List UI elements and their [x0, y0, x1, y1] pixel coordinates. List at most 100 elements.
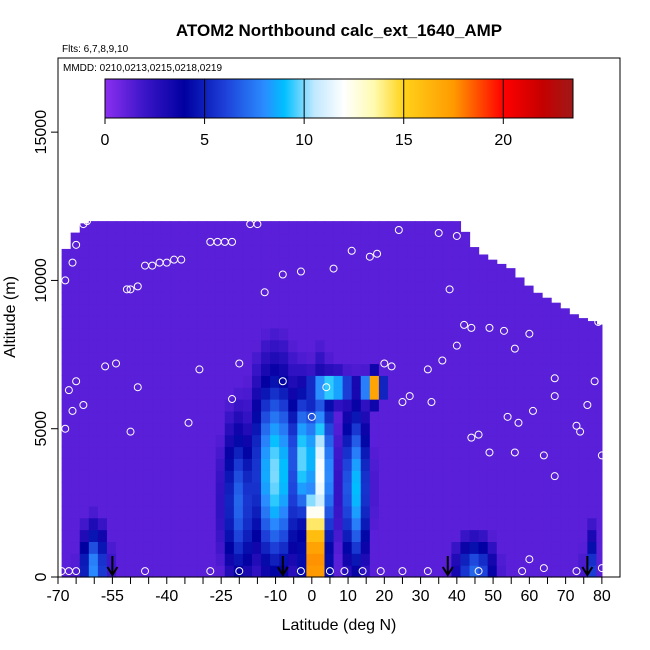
sample-point [260, 288, 269, 297]
heatmap-cell [333, 363, 344, 376]
heatmap-cell [188, 446, 199, 459]
sample-point [235, 359, 244, 368]
heatmap-cell [469, 493, 480, 507]
heatmap-cell [79, 256, 90, 270]
heatmap-cell [397, 375, 407, 388]
heatmap-cell [324, 446, 335, 459]
sample-point [576, 427, 585, 436]
heatmap-cell [578, 482, 588, 495]
heatmap-cell [415, 434, 425, 448]
heatmap-cell [397, 304, 407, 317]
heatmap-cell [315, 565, 326, 578]
heatmap-cell [378, 553, 389, 566]
heatmap-cell [106, 244, 117, 258]
heatmap-cell [297, 529, 307, 543]
heatmap-cell [270, 304, 280, 317]
heatmap-cell [242, 505, 253, 519]
heatmap-cell [415, 482, 425, 495]
heatmap-cell [424, 280, 434, 293]
heatmap-cell [116, 482, 126, 495]
heatmap-cell [360, 470, 371, 483]
heatmap-cell [487, 351, 498, 365]
heatmap-cell [97, 434, 108, 448]
heatmap-cell [215, 327, 226, 341]
heatmap-cell [61, 470, 72, 483]
heatmap-cell [433, 232, 443, 246]
heatmap-cell [578, 517, 588, 531]
heatmap-cell [279, 375, 289, 388]
heatmap-cell [342, 221, 353, 234]
heatmap-cell [79, 268, 90, 282]
heatmap-cell [551, 493, 561, 507]
heatmap-cell [88, 505, 99, 519]
heatmap-cell [242, 256, 253, 270]
heatmap-cell [215, 280, 226, 293]
heatmap-cell [387, 256, 398, 270]
x-tick-label: 70 [557, 588, 575, 605]
heatmap-cell [279, 363, 289, 376]
sample-point [376, 567, 385, 576]
heatmap-cell [369, 493, 380, 507]
heatmap-cell [125, 470, 135, 483]
colorbar-tick-label: 15 [395, 132, 413, 149]
heatmap-cell [61, 553, 72, 566]
heatmap-cell [542, 482, 552, 495]
heatmap-cell [152, 268, 162, 282]
heatmap-cell [233, 375, 244, 388]
flight-marker-arrow [276, 556, 289, 577]
heatmap-cell [387, 553, 398, 566]
heatmap-cell [97, 221, 108, 234]
heatmap-cell [288, 422, 298, 436]
heatmap-cell [297, 244, 307, 258]
heatmap-cell [505, 268, 516, 282]
heatmap-cell [79, 458, 90, 471]
heatmap-cell [587, 458, 598, 471]
heatmap-cell [233, 470, 244, 483]
sample-point [133, 282, 142, 291]
sample-point [474, 567, 483, 576]
heatmap-cell [61, 493, 72, 507]
heatmap-cell [134, 470, 144, 483]
heatmap-cell [97, 399, 108, 412]
heatmap-cell [532, 493, 543, 507]
heatmap-cell [478, 565, 489, 578]
heatmap-cell [460, 351, 471, 365]
heatmap-cell [233, 327, 244, 341]
heatmap-cell [315, 363, 326, 376]
heatmap-cell [351, 375, 362, 388]
heatmap-cell [261, 256, 271, 270]
heatmap-cell [270, 541, 280, 554]
heatmap-cell [342, 434, 353, 448]
heatmap-cell [106, 399, 117, 412]
heatmap-cell [134, 244, 144, 258]
heatmap-cell [542, 339, 552, 353]
heatmap-cell [116, 505, 126, 519]
heatmap-cell [152, 363, 162, 376]
heatmap-cell [433, 505, 443, 519]
heatmap-cell [415, 316, 425, 329]
heatmap-cell [333, 505, 344, 519]
heatmap-cell [161, 410, 171, 424]
heatmap-cell [496, 316, 507, 329]
heatmap-cell [415, 517, 425, 531]
heatmap-cell [179, 280, 190, 293]
heatmap-cell [505, 351, 516, 365]
heatmap-cell [433, 256, 443, 270]
heatmap-cell [261, 268, 271, 282]
heatmap-cell [288, 363, 298, 376]
heatmap-cell [161, 256, 171, 270]
heatmap-cell [424, 529, 434, 543]
heatmap-cell [478, 553, 489, 566]
heatmap-cell [224, 268, 235, 282]
heatmap-cell [369, 529, 380, 543]
heatmap-cell [70, 363, 81, 376]
heatmap-cell [161, 399, 171, 412]
heatmap-cell [306, 256, 317, 270]
heatmap-cell [505, 505, 516, 519]
sample-point [387, 362, 396, 371]
heatmap-cell [70, 327, 81, 341]
heatmap-cell [306, 363, 317, 376]
sample-point [141, 567, 150, 576]
heatmap-cell [134, 363, 144, 376]
heatmap-cell [333, 458, 344, 471]
